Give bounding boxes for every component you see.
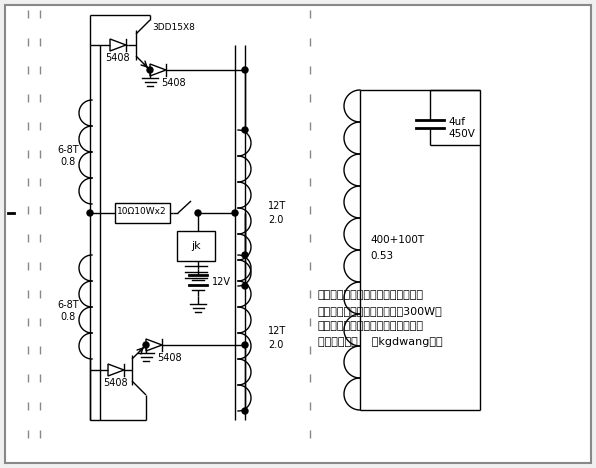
Text: 3DD15X8: 3DD15X8 bbox=[152, 23, 195, 32]
Text: 6-8T: 6-8T bbox=[57, 145, 79, 155]
Circle shape bbox=[87, 210, 93, 216]
Polygon shape bbox=[146, 339, 162, 351]
Bar bbox=[177, 231, 215, 261]
Text: 图上所有数据均为拆机数据，采用黑
白电视机变压器绕制，功率在300W以
上（变压器要做好），可加后级输出
或串电容输出    （kgdwang绘）: 图上所有数据均为拆机数据，采用黑 白电视机变压器绕制，功率在300W以 上（变压… bbox=[318, 290, 443, 347]
Text: 6-8T: 6-8T bbox=[57, 300, 79, 310]
Text: jk: jk bbox=[191, 241, 201, 251]
Text: 0.8: 0.8 bbox=[60, 157, 76, 167]
Circle shape bbox=[242, 342, 248, 348]
Text: 5408: 5408 bbox=[105, 53, 131, 63]
Text: 2.0: 2.0 bbox=[268, 340, 283, 350]
Text: 450V: 450V bbox=[448, 129, 475, 139]
Text: 12T: 12T bbox=[268, 201, 286, 211]
Circle shape bbox=[143, 342, 149, 348]
Circle shape bbox=[242, 252, 248, 258]
Circle shape bbox=[242, 408, 248, 414]
Text: 5408: 5408 bbox=[158, 353, 182, 363]
Text: 12T: 12T bbox=[268, 326, 286, 336]
Polygon shape bbox=[150, 64, 166, 76]
Text: 2.0: 2.0 bbox=[268, 215, 283, 225]
Text: 12V: 12V bbox=[212, 277, 231, 287]
Circle shape bbox=[147, 67, 153, 73]
Text: 4uf: 4uf bbox=[448, 117, 465, 127]
Text: 0.8: 0.8 bbox=[60, 312, 76, 322]
Text: 400+100T: 400+100T bbox=[370, 235, 424, 245]
Text: 10Ω10Wx2: 10Ω10Wx2 bbox=[117, 207, 167, 217]
Text: 0.53: 0.53 bbox=[370, 251, 393, 261]
Circle shape bbox=[242, 283, 248, 289]
Text: 5408: 5408 bbox=[162, 78, 187, 88]
Polygon shape bbox=[108, 364, 124, 376]
Circle shape bbox=[232, 210, 238, 216]
Bar bbox=[115, 203, 170, 223]
Polygon shape bbox=[110, 39, 126, 51]
Circle shape bbox=[242, 127, 248, 133]
Text: 5408: 5408 bbox=[104, 378, 128, 388]
Circle shape bbox=[242, 67, 248, 73]
Circle shape bbox=[195, 210, 201, 216]
